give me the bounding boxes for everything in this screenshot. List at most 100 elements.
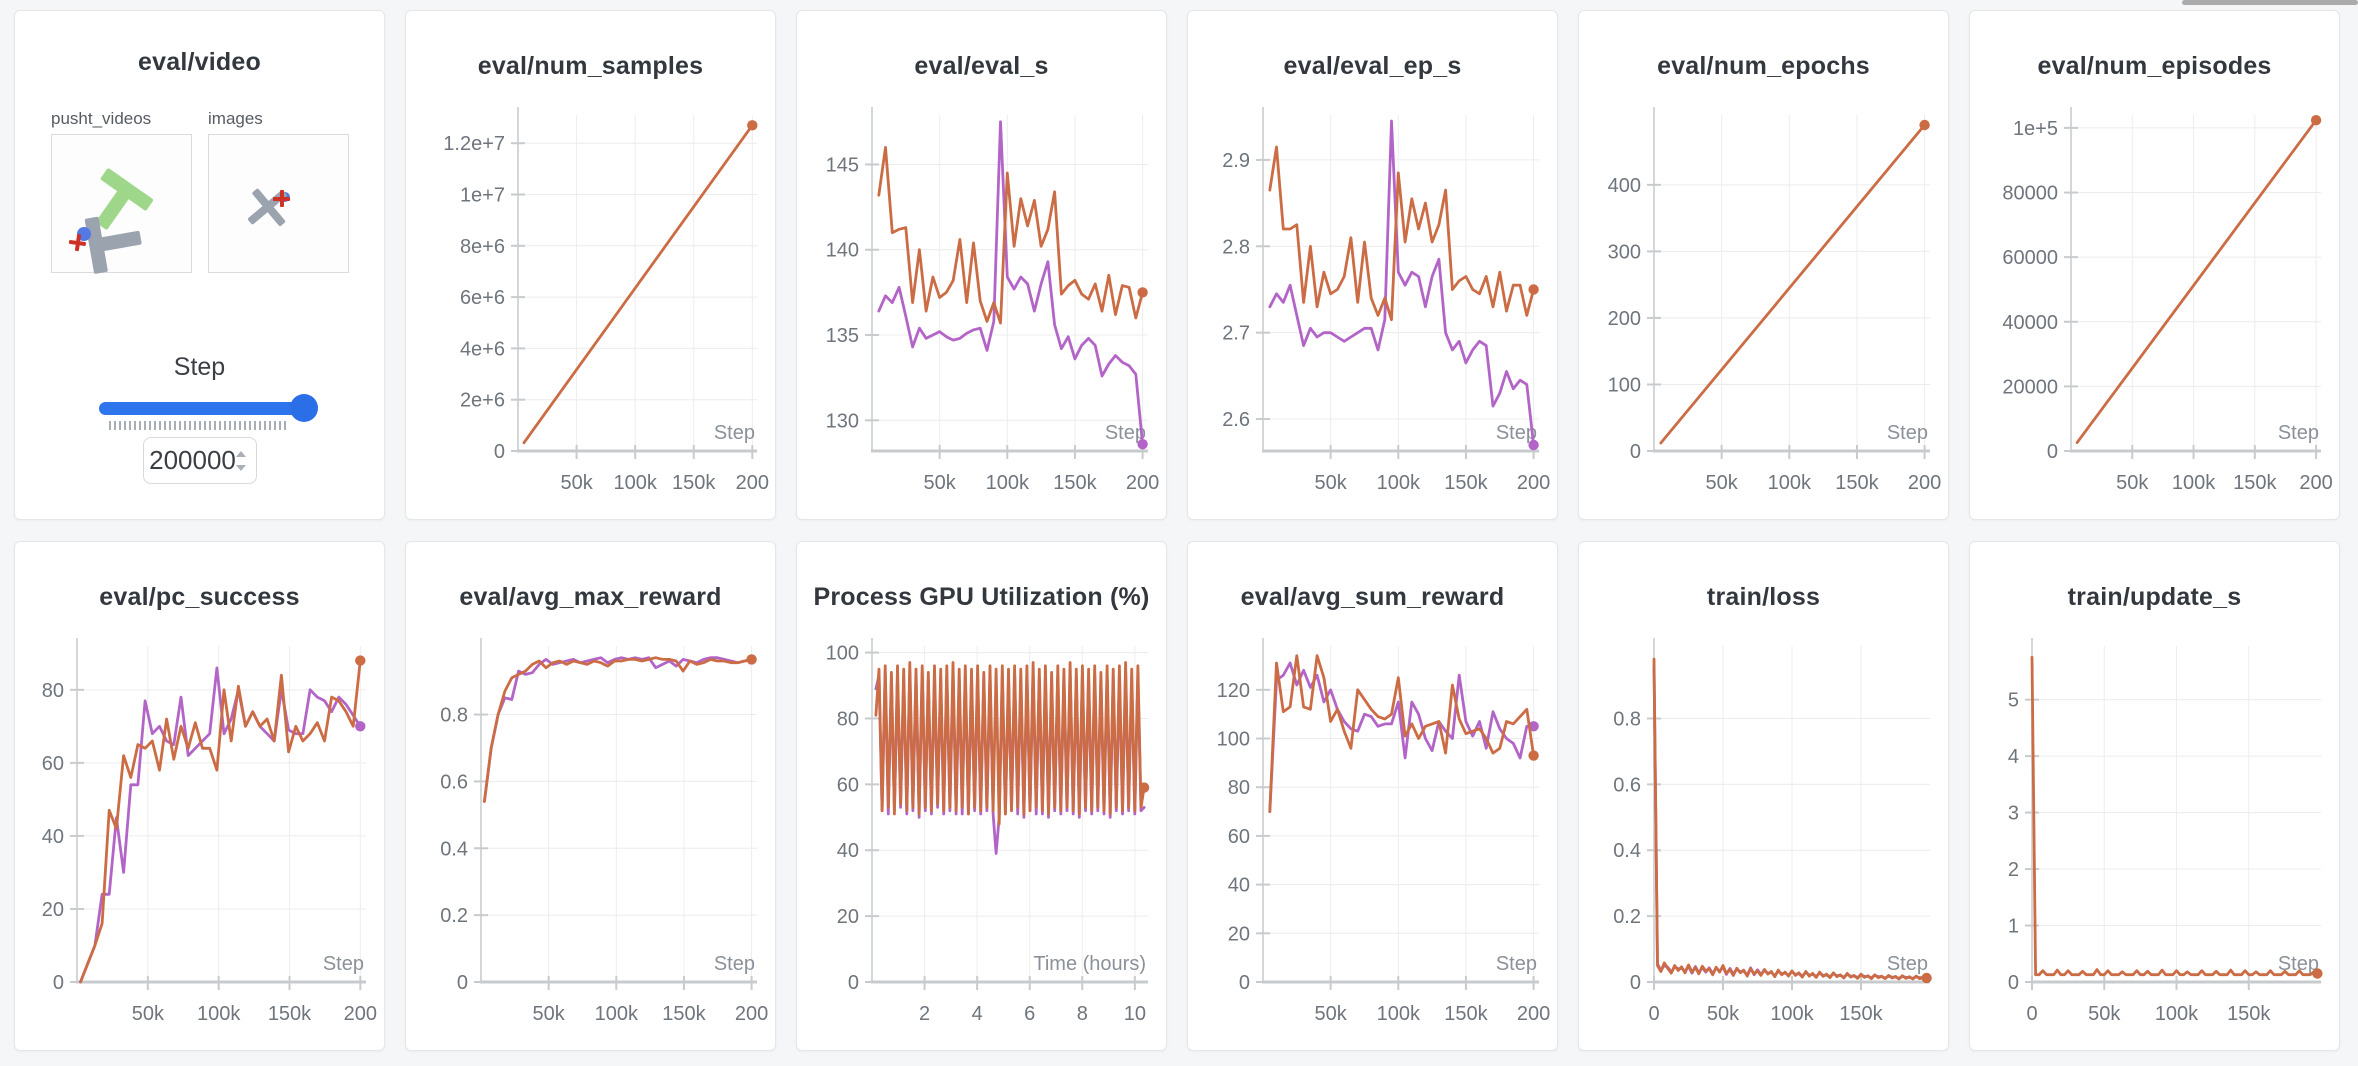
svg-text:150k: 150k [1444, 472, 1488, 494]
chart-eval-num-samples[interactable]: 0 2e+6 4e+6 6e+6 8e+6 1e+7 1.2e+7 50k 100k 150k 20… [406, 81, 775, 520]
svg-text:2: 2 [2008, 859, 2019, 881]
svg-text:Step: Step [1887, 422, 1928, 444]
svg-text:130: 130 [826, 410, 859, 432]
svg-text:2.9: 2.9 [1222, 150, 1250, 172]
svg-text:50k: 50k [2116, 472, 2149, 494]
chart-train-loss[interactable]: 0 0.2 0.4 0.6 0.8 0 50k 100k 150k Step [1579, 612, 1948, 1051]
svg-text:20000: 20000 [2002, 376, 2058, 398]
svg-text:0: 0 [494, 441, 505, 463]
svg-text:80000: 80000 [2002, 183, 2058, 205]
svg-text:Step: Step [1887, 953, 1928, 975]
chart-eval-avg-max-reward[interactable]: 0 0.2 0.4 0.6 0.8 50k 100k 150k 200 Step [406, 612, 775, 1051]
svg-text:0: 0 [2047, 441, 2058, 463]
video-thumbnail-pusht[interactable] [51, 134, 192, 275]
svg-text:2e+6: 2e+6 [460, 390, 505, 412]
stepper-arrows[interactable] [235, 449, 247, 473]
chart-eval-avg-sum-reward[interactable]: 0 20 40 60 80 100 120 50k 100k 150k 200 Step [1188, 612, 1557, 1051]
svg-text:0: 0 [1630, 972, 1641, 994]
panel-title: eval/video [138, 48, 261, 76]
svg-text:Step: Step [2278, 422, 2319, 444]
svg-text:1: 1 [2008, 916, 2019, 938]
svg-text:400: 400 [1608, 175, 1641, 197]
svg-text:50k: 50k [1315, 1003, 1348, 1025]
panel-eval-pc-success: eval/pc_success 0 20 40 60 80 50k 100k 150k 200 S… [14, 541, 385, 1051]
chart-train-update-s[interactable]: 0 1 2 3 4 5 0 50k 100k 150k Step [1970, 612, 2339, 1051]
svg-text:100k: 100k [986, 472, 1030, 494]
panel-title: eval/num_epochs [1657, 52, 1870, 80]
image-thumbnail-pusht[interactable] [208, 134, 349, 273]
svg-text:20: 20 [837, 906, 859, 928]
step-number-input[interactable] [143, 438, 256, 483]
panel-eval-avg-sum-reward: eval/avg_sum_reward 0 20 40 60 80 100 120 50k 10… [1187, 541, 1558, 1051]
svg-text:1.2e+7: 1.2e+7 [443, 133, 505, 155]
panel-eval-video: eval/video pusht_videos images Step [14, 10, 385, 520]
svg-text:40: 40 [42, 826, 64, 848]
svg-text:50k: 50k [1706, 472, 1739, 494]
svg-text:1e+5: 1e+5 [2013, 118, 2058, 140]
chart-eval-pc-success[interactable]: 0 20 40 60 80 50k 100k 150k 200 Step [15, 612, 384, 1051]
svg-text:150k: 150k [2227, 1003, 2271, 1025]
svg-text:8: 8 [1077, 1003, 1088, 1025]
svg-text:60: 60 [837, 774, 859, 796]
chart-eval-num-episodes[interactable]: 0 20000 40000 60000 80000 1e+5 50k 100k 150k 200 S… [1970, 81, 2339, 520]
svg-text:3: 3 [2008, 803, 2019, 825]
svg-text:6e+6: 6e+6 [460, 287, 505, 309]
panel-eval-num-episodes: eval/num_episodes 0 20000 40000 60000 80000 1… [1969, 10, 2340, 520]
svg-text:150k: 150k [1444, 1003, 1488, 1025]
svg-text:40000: 40000 [2002, 312, 2058, 334]
svg-text:4: 4 [972, 1003, 983, 1025]
panel-eval-eval-s: eval/eval_s 130 135 140 145 50k 100k 150k 200 St… [796, 10, 1167, 520]
chart-eval-num-epochs[interactable]: 0 100 200 300 400 50k 100k 150k 200 Step [1579, 81, 1948, 520]
svg-text:200: 200 [1126, 472, 1159, 494]
chart-eval-eval-ep-s[interactable]: 2.6 2.7 2.8 2.9 50k 100k 150k 200 Step [1188, 81, 1557, 520]
panel-eval-eval-ep-s: eval/eval_ep_s 2.6 2.7 2.8 2.9 50k 100k 150k 20… [1187, 10, 1558, 520]
svg-text:0.6: 0.6 [440, 771, 468, 793]
svg-text:8e+6: 8e+6 [460, 236, 505, 258]
svg-text:2.6: 2.6 [1222, 409, 1250, 431]
svg-text:100k: 100k [197, 1003, 241, 1025]
svg-text:0.4: 0.4 [1613, 840, 1641, 862]
step-increment-icon[interactable] [235, 451, 246, 457]
panel-title: eval/pc_success [99, 583, 300, 611]
svg-text:100k: 100k [1377, 472, 1421, 494]
pusht-goal-cross-icon [273, 190, 290, 207]
svg-text:200: 200 [2299, 472, 2332, 494]
svg-text:20: 20 [1228, 923, 1250, 945]
svg-text:0.2: 0.2 [1613, 906, 1641, 928]
svg-text:60000: 60000 [2002, 247, 2058, 269]
step-slider-handle[interactable] [290, 394, 318, 422]
svg-text:300: 300 [1608, 241, 1641, 263]
svg-text:100k: 100k [1770, 1003, 1814, 1025]
svg-text:100k: 100k [2172, 472, 2216, 494]
svg-text:0: 0 [1239, 972, 1250, 994]
svg-text:10: 10 [1124, 1003, 1146, 1025]
step-decrement-icon[interactable] [235, 465, 246, 471]
panel-title: train/loss [1706, 583, 1821, 611]
svg-text:150k: 150k [1053, 472, 1097, 494]
svg-text:200: 200 [735, 1003, 768, 1025]
panel-eval-avg-max-reward: eval/avg_max_reward 0 0.2 0.4 0.6 0.8 50k 100k… [405, 541, 776, 1051]
svg-text:200: 200 [736, 472, 769, 494]
step-slider[interactable] [99, 394, 318, 422]
svg-text:60: 60 [42, 753, 64, 775]
svg-text:100k: 100k [613, 472, 657, 494]
svg-text:2.8: 2.8 [1222, 236, 1250, 258]
svg-text:100k: 100k [1377, 1003, 1421, 1025]
pusht-block-t-shape [84, 210, 146, 275]
svg-text:0.8: 0.8 [440, 705, 468, 727]
svg-text:200: 200 [1908, 472, 1941, 494]
svg-text:6: 6 [1024, 1003, 1035, 1025]
chart-gpu-utilization[interactable]: 0 20 40 60 80 100 2 4 6 8 10 Time (hours) [797, 612, 1166, 1051]
svg-text:150k: 150k [268, 1003, 312, 1025]
svg-text:135: 135 [826, 325, 859, 347]
svg-text:100: 100 [826, 643, 859, 665]
svg-text:20: 20 [42, 899, 64, 921]
svg-text:40: 40 [1228, 875, 1250, 897]
svg-text:50k: 50k [560, 472, 593, 494]
chart-eval-eval-s[interactable]: 130 135 140 145 50k 100k 150k 200 Step [797, 81, 1166, 520]
svg-text:0: 0 [1630, 441, 1641, 463]
svg-text:150k: 150k [662, 1003, 706, 1025]
panel-title: eval/eval_s [914, 52, 1049, 80]
panel-title: eval/eval_ep_s [1283, 52, 1462, 80]
svg-text:Step: Step [2278, 953, 2319, 975]
